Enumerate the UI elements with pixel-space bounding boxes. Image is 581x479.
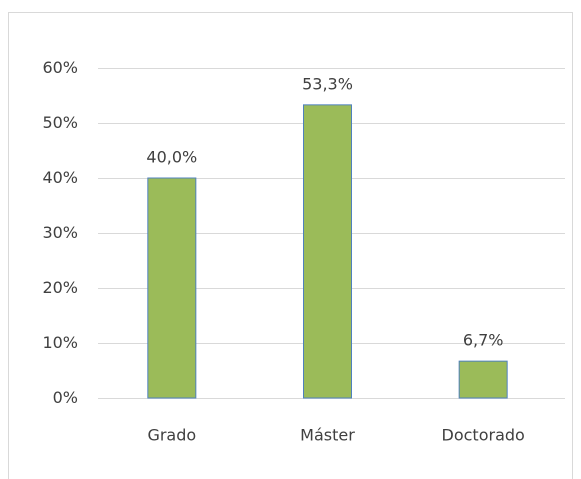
bar (303, 104, 352, 399)
x-tick-label: Máster (300, 426, 355, 445)
y-tick-label: 20% (42, 278, 78, 297)
data-label: 40,0% (146, 148, 197, 167)
y-tick-label: 0% (53, 388, 78, 407)
bar (147, 177, 197, 399)
y-tick-label: 30% (42, 223, 78, 242)
y-tick-label: 40% (42, 168, 78, 187)
x-tick-label: Grado (147, 426, 196, 445)
data-label: 6,7% (463, 331, 504, 350)
y-tick-label: 50% (42, 113, 78, 132)
y-tick-label: 60% (42, 58, 78, 77)
y-tick-label: 10% (42, 333, 78, 352)
bar (458, 360, 508, 399)
x-tick-label: Doctorado (442, 426, 525, 445)
data-label: 53,3% (302, 74, 353, 93)
chart-border (8, 12, 573, 479)
